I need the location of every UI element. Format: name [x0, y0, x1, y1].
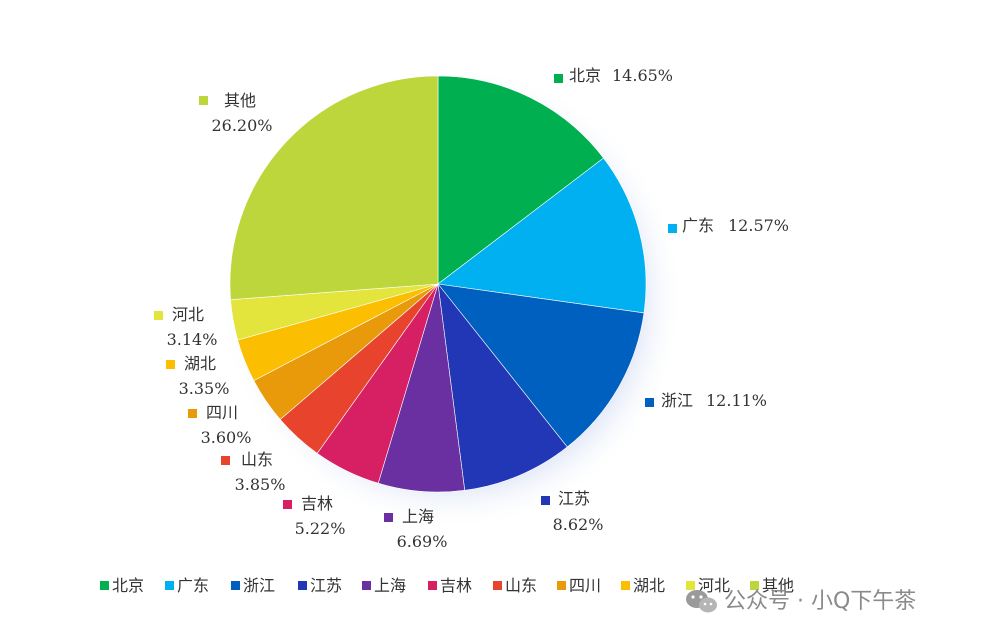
slice-label-marker-9 [166, 360, 175, 369]
legend-item-7: 山东 [493, 576, 537, 595]
slice-label-marker-7 [221, 456, 230, 465]
slice-label-name-1: 北京 [569, 66, 601, 85]
legend-item-4: 江苏 [298, 576, 342, 595]
legend-item-1: 北京 [100, 576, 144, 595]
legend-label-9: 湖北 [633, 576, 665, 595]
pie-slices [229, 75, 647, 493]
slice-label-name-11: 其他 [224, 91, 256, 110]
slice-label-marker-5 [384, 513, 393, 522]
legend-swatch-1 [100, 581, 109, 590]
legend-item-10: 河北 [686, 576, 730, 595]
slice-label-marker-6 [283, 500, 292, 509]
watermark-text: 公众号 · 小Q下午茶 [724, 589, 916, 614]
slice-label-value-11: 26.20% [211, 116, 272, 135]
slice-label-name-8: 四川 [206, 403, 238, 422]
legend-label-11: 其他 [762, 576, 794, 595]
legend-item-3: 浙江 [231, 576, 275, 595]
legend-label-8: 四川 [569, 576, 601, 595]
legend-label-2: 广东 [177, 576, 209, 595]
slice-label-value-1: 14.65% [612, 66, 673, 85]
slice-label-name-10: 河北 [172, 305, 204, 324]
legend-swatch-3 [231, 581, 240, 590]
watermark: 公众号 · 小Q下午茶 [686, 589, 916, 614]
slice-label-name-2: 广东 [682, 216, 714, 235]
slice-label-value-6: 5.22% [295, 519, 346, 538]
slice-label-marker-3 [645, 398, 654, 407]
legend-label-5: 上海 [374, 576, 406, 595]
pie-slice-2 [437, 157, 647, 314]
slice-label-value-7: 3.85% [235, 475, 286, 494]
legend-swatch-7 [493, 581, 502, 590]
slice-label-name-7: 山东 [241, 450, 273, 469]
slice-label-value-10: 3.14% [167, 330, 218, 349]
slice-label-name-4: 江苏 [558, 489, 590, 508]
legend-label-4: 江苏 [310, 576, 342, 595]
slice-label-name-6: 吉林 [301, 494, 333, 513]
legend-swatch-11 [750, 581, 759, 590]
slice-label-name-9: 湖北 [184, 354, 216, 373]
legend-label-3: 浙江 [243, 576, 275, 595]
slice-label-marker-10 [154, 311, 163, 320]
pie-slice-11 [229, 75, 439, 300]
slice-label-marker-11 [199, 96, 208, 105]
legend-item-5: 上海 [362, 576, 406, 595]
legend-label-1: 北京 [112, 576, 144, 595]
slice-label-value-8: 3.60% [201, 428, 252, 447]
slice-label-name-5: 上海 [402, 507, 434, 526]
legend-item-9: 湖北 [621, 576, 665, 595]
slice-labels: 北京 14.65% 广东 12.57% 浙江 12.11% 江苏 8.62% 上海 6.69% 吉林… [154, 66, 789, 551]
legend-swatch-5 [362, 581, 371, 590]
slice-label-marker-8 [188, 409, 197, 418]
legend-item-11: 其他 [750, 576, 794, 595]
legend: 北京 广东 浙江 江苏 上海 吉林 山东 四川 湖北 河北 其他 [100, 576, 794, 595]
slice-label-name-3: 浙江 [661, 391, 693, 410]
slice-label-value-5: 6.69% [397, 532, 448, 551]
legend-label-6: 吉林 [440, 576, 472, 595]
pie-slice-4 [437, 282, 568, 491]
legend-swatch-8 [557, 581, 566, 590]
legend-swatch-9 [621, 581, 630, 590]
legend-swatch-6 [428, 581, 437, 590]
legend-swatch-4 [298, 581, 307, 590]
legend-swatch-10 [686, 581, 695, 590]
legend-label-7: 山东 [505, 576, 537, 595]
wechat-icon [686, 590, 717, 613]
legend-item-6: 吉林 [428, 576, 472, 595]
slice-label-value-2: 12.57% [728, 216, 789, 235]
legend-item-8: 四川 [557, 576, 601, 595]
slice-label-value-3: 12.11% [706, 391, 767, 410]
slice-label-marker-2 [668, 224, 677, 233]
slice-label-marker-4 [541, 496, 550, 505]
legend-swatch-2 [165, 581, 174, 590]
slice-label-value-4: 8.62% [553, 515, 604, 534]
legend-label-10: 河北 [698, 576, 730, 595]
slice-label-value-9: 3.35% [179, 379, 230, 398]
pie-slice-1 [437, 75, 604, 285]
legend-item-2: 广东 [165, 576, 209, 595]
slice-label-marker-1 [554, 74, 563, 83]
pie-slice-3 [437, 283, 645, 448]
